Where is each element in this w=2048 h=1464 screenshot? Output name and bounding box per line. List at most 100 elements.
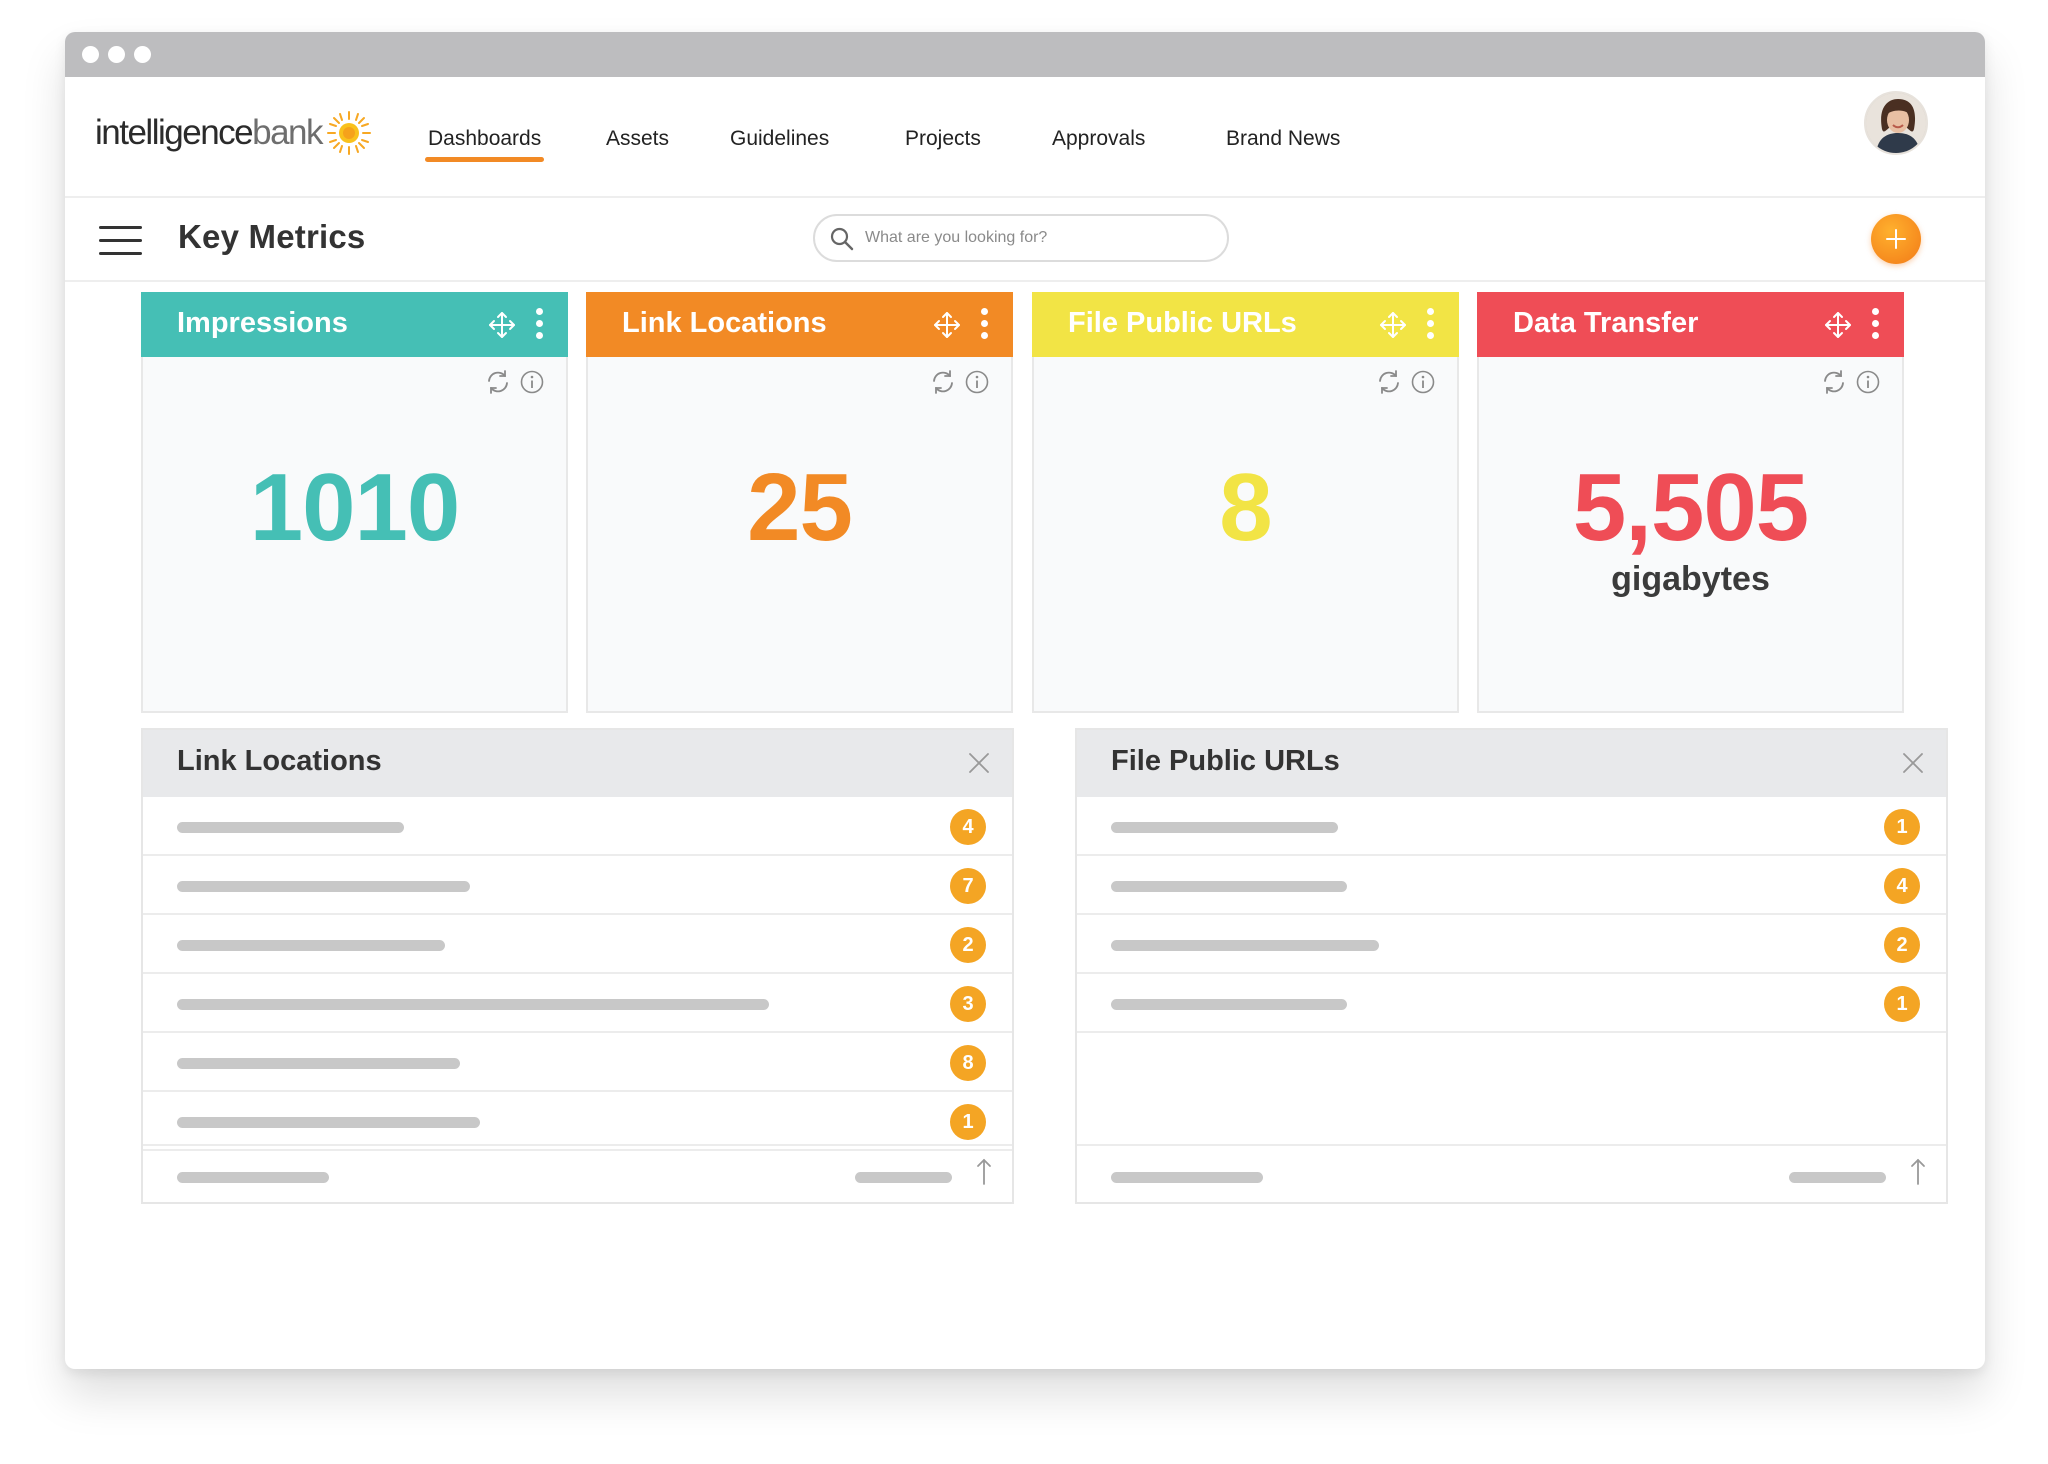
count-badge: 1 [1884,986,1920,1022]
placeholder-text-bar [177,940,445,951]
placeholder-text-bar [855,1172,952,1183]
metric-value: 1010 [249,454,461,561]
placeholder-text-bar [177,1172,329,1183]
list-panel: File Public URLs 1 4 2 1 [1075,728,1948,1204]
placeholder-text-bar [1111,940,1379,951]
kebab-menu-icon[interactable] [981,308,989,340]
arrow-up-icon[interactable] [972,1156,996,1188]
count-badge: 1 [1884,809,1920,845]
user-avatar[interactable] [1864,91,1928,155]
count-badge: 8 [950,1045,986,1081]
page-header-bar: Key Metrics [65,200,1985,282]
metric-title: File Public URLs [1068,307,1297,339]
info-icon[interactable] [964,369,990,395]
metric-card-header[interactable]: Data Transfer [1477,292,1904,357]
add-button[interactable] [1871,214,1921,264]
list-row[interactable]: 3 [143,974,1012,1033]
window-maximize-dot[interactable] [134,46,151,63]
placeholder-text-bar [1111,999,1347,1010]
avatar-portrait-icon [1866,93,1926,153]
placeholder-text-bar [177,999,769,1010]
nav-projects[interactable]: Projects [905,127,981,150]
panel-footer [1077,1144,1946,1202]
top-navigation: intelligencebank Dashboards Assets Guide… [65,77,1985,198]
page-title: Key Metrics [178,218,366,255]
metric-card: Link Locations 25 [586,292,1013,713]
close-icon[interactable] [966,750,992,776]
browser-window: intelligencebank Dashboards Assets Guide… [65,32,1985,1369]
kebab-menu-icon[interactable] [536,308,544,340]
list-row[interactable]: 8 [143,1033,1012,1092]
list-row[interactable]: 1 [143,1092,1012,1151]
count-badge: 2 [950,927,986,963]
refresh-icon[interactable] [1376,369,1402,395]
metric-value: 5,505 [1572,454,1809,561]
metric-card-header[interactable]: File Public URLs [1032,292,1459,357]
metric-title: Link Locations [622,307,827,339]
refresh-icon[interactable] [1821,369,1847,395]
window-close-dot[interactable] [82,46,99,63]
metric-card: File Public URLs 8 [1032,292,1459,713]
info-icon[interactable] [1855,369,1881,395]
count-badge: 4 [1884,868,1920,904]
metric-card-header[interactable]: Link Locations [586,292,1013,357]
list-row[interactable]: 1 [1077,974,1946,1033]
panel-footer [143,1144,1012,1202]
count-badge: 7 [950,868,986,904]
list-panel: Link Locations 4 7 2 3 8 1 [141,728,1014,1204]
list-row[interactable]: 2 [143,915,1012,974]
nav-approvals[interactable]: Approvals [1052,127,1146,150]
list-row[interactable]: 2 [1077,915,1946,974]
placeholder-text-bar [1789,1172,1886,1183]
metric-value: 25 [747,454,853,561]
logo-text: intelligencebank [95,113,324,152]
count-badge: 3 [950,986,986,1022]
panel-title: Link Locations [177,745,382,777]
search-icon [830,227,854,251]
close-icon[interactable] [1900,750,1926,776]
list-row[interactable]: 4 [1077,856,1946,915]
nav-assets[interactable]: Assets [606,127,670,150]
metric-card-header[interactable]: Impressions [141,292,568,357]
refresh-icon[interactable] [485,369,511,395]
search-box[interactable] [813,214,1229,262]
panel-header: File Public URLs [1077,730,1946,797]
arrow-up-icon[interactable] [1906,1156,1930,1188]
move-icon[interactable] [1824,311,1852,339]
hamburger-menu-icon[interactable] [99,226,142,256]
move-icon[interactable] [488,311,516,339]
panel-title: File Public URLs [1111,745,1340,777]
window-minimize-dot[interactable] [108,46,125,63]
move-icon[interactable] [933,311,961,339]
window-titlebar [65,32,1985,77]
metric-card: Impressions 1010 [141,292,568,713]
count-badge: 1 [950,1104,986,1140]
placeholder-text-bar [177,822,404,833]
list-row[interactable]: 7 [143,856,1012,915]
info-icon[interactable] [519,369,545,395]
count-badge: 4 [950,809,986,845]
nav-brand-news[interactable]: Brand News [1226,127,1341,150]
logo[interactable]: intelligencebank [95,105,372,161]
nav-guidelines[interactable]: Guidelines [730,127,830,150]
placeholder-text-bar [1111,881,1347,892]
metric-title: Impressions [177,307,348,339]
metric-title: Data Transfer [1513,307,1699,339]
list-row[interactable]: 4 [143,797,1012,856]
move-icon[interactable] [1379,311,1407,339]
list-row[interactable]: 1 [1077,797,1946,856]
metric-value: 8 [1219,454,1272,561]
metric-card: Data Transfer 5,505 gigabytes [1477,292,1904,713]
sun-logo-icon [327,111,372,155]
kebab-menu-icon[interactable] [1427,308,1435,340]
search-input[interactable] [865,224,1205,252]
placeholder-text-bar [1111,1172,1263,1183]
refresh-icon[interactable] [930,369,956,395]
placeholder-text-bar [1111,822,1338,833]
count-badge: 2 [1884,927,1920,963]
info-icon[interactable] [1410,369,1436,395]
nav-dashboards[interactable]: Dashboards [424,127,545,162]
metric-unit: gigabytes [1611,560,1770,598]
kebab-menu-icon[interactable] [1872,308,1880,340]
placeholder-text-bar [177,1058,460,1069]
